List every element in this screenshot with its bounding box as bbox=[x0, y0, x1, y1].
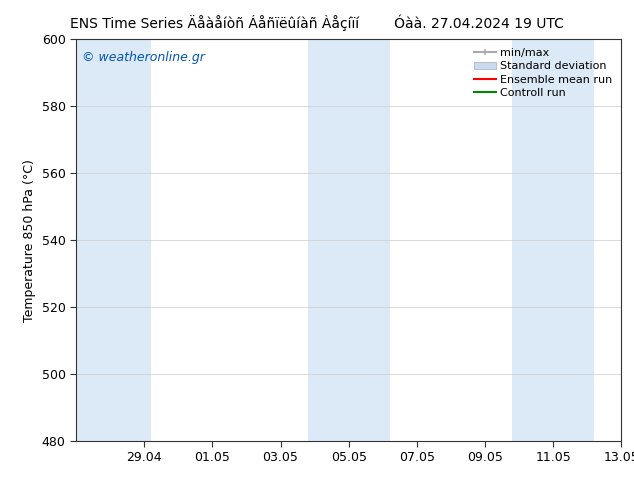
Text: ENS Time Series Äåàåíòñ Áåñïëûíàñ Àåçíïí        Óàà. 27.04.2024 19 UTC: ENS Time Series Äåàåíòñ Áåñïëûíàñ Àåçíïí… bbox=[70, 15, 564, 31]
Legend: min/max, Standard deviation, Ensemble mean run, Controll run: min/max, Standard deviation, Ensemble me… bbox=[470, 45, 616, 101]
Bar bbox=[307, 39, 389, 441]
Bar bbox=[512, 39, 594, 441]
Bar bbox=[69, 39, 151, 441]
Text: © weatheronline.gr: © weatheronline.gr bbox=[82, 51, 204, 64]
Y-axis label: Temperature 850 hPa (°C): Temperature 850 hPa (°C) bbox=[23, 159, 36, 321]
